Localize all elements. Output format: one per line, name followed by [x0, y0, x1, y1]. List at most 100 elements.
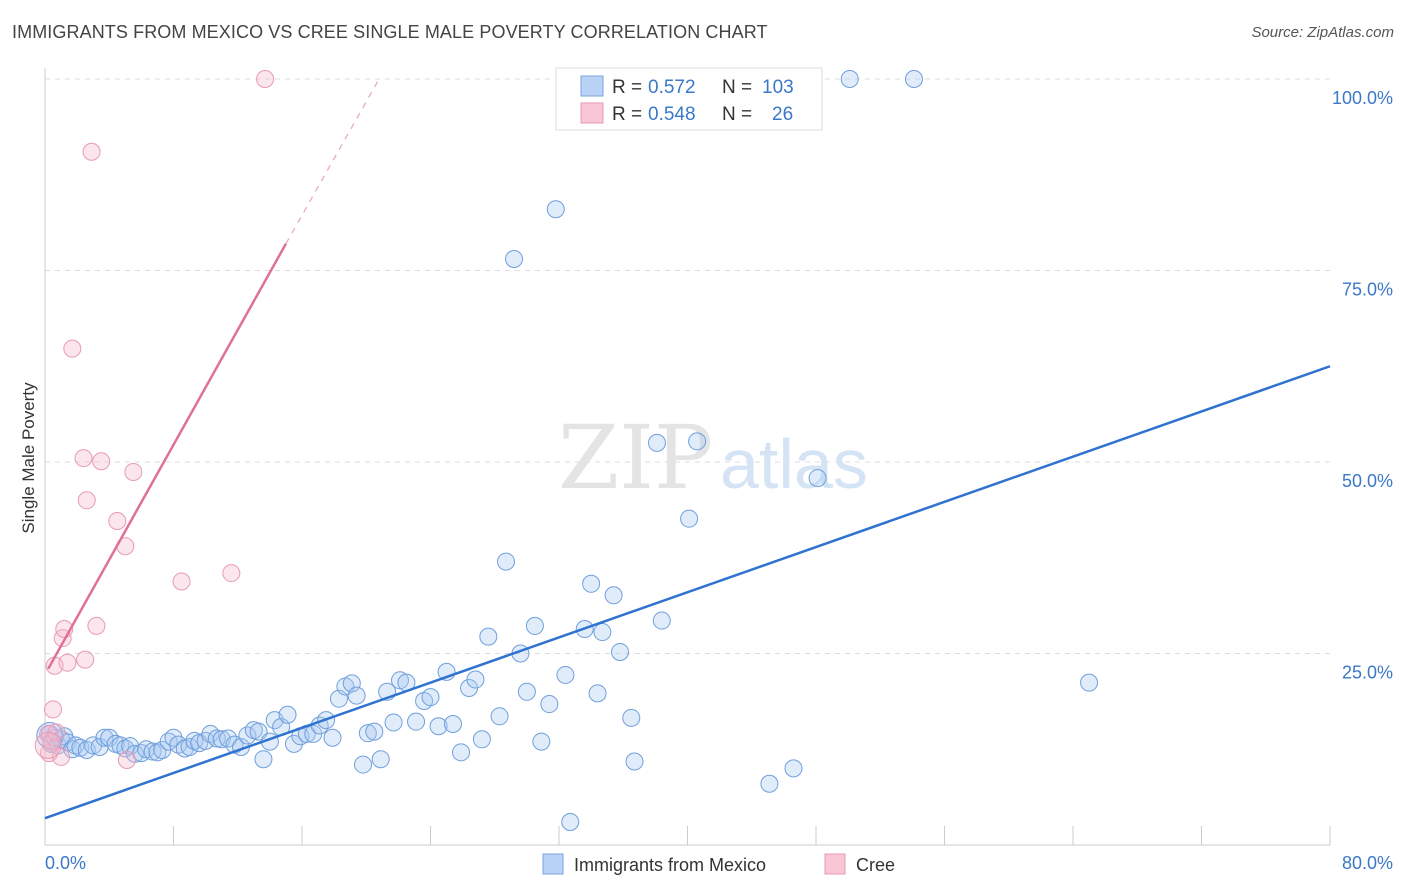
point-mexico — [354, 755, 373, 774]
point-mexico — [588, 684, 607, 703]
watermark-atlas: atlas — [720, 425, 868, 503]
point-cree — [44, 700, 63, 719]
point-mexico — [517, 682, 536, 701]
y-axis-label: Single Male Poverty — [19, 382, 38, 534]
bottom-legend-label-mexico: Immigrants from Mexico — [574, 855, 766, 875]
point-mexico — [323, 728, 342, 747]
point-mexico — [407, 712, 426, 731]
point-mexico — [904, 70, 923, 88]
point-mexico — [496, 552, 515, 571]
point-mexico — [429, 717, 448, 736]
point-mexico — [604, 586, 623, 605]
point-mexico — [384, 713, 403, 732]
chart-title: IMMIGRANTS FROM MEXICO VS CREE SINGLE MA… — [12, 22, 768, 42]
point-mexico — [556, 665, 575, 684]
point-mexico — [443, 714, 462, 733]
point-mexico — [625, 752, 644, 771]
point-mexico — [532, 732, 551, 751]
point-cree — [222, 564, 241, 583]
point-cree — [34, 731, 62, 759]
point-cree — [58, 653, 77, 672]
point-cree — [108, 511, 127, 530]
x-tick-label: 80.0% — [1342, 853, 1393, 873]
point-cree — [77, 491, 96, 510]
point-mexico — [840, 70, 859, 88]
point-mexico — [284, 734, 303, 753]
series-immigrants-from-mexico — [36, 70, 1099, 832]
watermark: ZIP atlas — [558, 406, 868, 509]
source-credit: Source: ZipAtlas.com — [1251, 24, 1394, 41]
point-mexico — [647, 433, 666, 452]
y-tick-label: 50.0% — [1342, 471, 1393, 491]
point-mexico — [505, 250, 524, 269]
point-cree — [74, 449, 93, 468]
legend-swatch-blue — [580, 75, 604, 97]
point-mexico — [249, 722, 268, 741]
watermark-zip: ZIP — [558, 406, 713, 509]
point-mexico — [472, 730, 491, 749]
point-mexico — [611, 642, 630, 661]
y-tick-label: 100.0% — [1332, 88, 1393, 108]
x-tick-label: 0.0% — [45, 853, 86, 873]
point-mexico — [546, 200, 565, 219]
point-mexico — [180, 737, 199, 756]
trend-line-mexico — [44, 365, 1331, 820]
trend-lines — [44, 78, 1331, 820]
point-mexico — [622, 708, 641, 727]
series-cree — [34, 70, 275, 769]
point-cree — [124, 462, 143, 481]
trend-line-cree — [47, 243, 288, 670]
point-mexico — [143, 742, 162, 761]
point-mexico — [365, 722, 384, 741]
bottom-legend: Immigrants from Mexico Cree — [542, 853, 895, 875]
point-mexico — [254, 750, 273, 769]
legend-n-value-2: 26 — [772, 104, 793, 125]
point-mexico — [540, 695, 559, 714]
point-mexico — [490, 707, 509, 726]
point-mexico — [652, 611, 671, 630]
point-cree — [92, 452, 111, 471]
axes — [44, 68, 1331, 846]
trend-line-cree-extension — [285, 78, 380, 244]
point-mexico — [525, 616, 544, 635]
point-mexico — [421, 688, 440, 707]
point-cree — [82, 142, 101, 161]
point-cree — [256, 70, 275, 88]
point-mexico — [347, 686, 366, 705]
point-mexico — [561, 813, 580, 832]
point-mexico — [148, 743, 167, 762]
legend-box: R = 0.572 N = 103 R = 0.548 N = 26 — [555, 67, 823, 131]
legend-n-label-1: N = — [722, 77, 752, 98]
point-mexico — [371, 750, 390, 769]
point-mexico — [201, 724, 220, 743]
point-mexico — [66, 736, 85, 755]
point-mexico — [479, 627, 498, 646]
gridlines — [45, 78, 1330, 654]
point-mexico — [1080, 673, 1099, 692]
bottom-legend-label-cree: Cree — [856, 855, 895, 875]
y-tick-label: 25.0% — [1342, 663, 1393, 683]
point-mexico — [358, 724, 377, 743]
point-cree — [87, 616, 106, 635]
point-mexico — [784, 759, 803, 778]
tick-labels: 25.0% 50.0% 75.0% 100.0% 0.0% 80.0% — [45, 88, 1393, 873]
point-mexico — [593, 623, 612, 642]
point-cree — [172, 572, 191, 591]
point-mexico — [808, 469, 827, 488]
point-mexico — [680, 509, 699, 528]
point-cree — [117, 750, 136, 769]
point-mexico — [688, 432, 707, 451]
legend-swatch-pink — [580, 102, 604, 124]
point-mexico — [452, 743, 471, 762]
legend-r-label-2: R = — [612, 104, 642, 125]
point-mexico — [95, 728, 114, 747]
legend-r-value-1: 0.572 — [648, 77, 696, 98]
point-mexico — [760, 774, 779, 793]
bottom-legend-swatch-blue — [542, 853, 564, 875]
point-mexico — [582, 574, 601, 593]
legend-r-value-2: 0.548 — [648, 104, 696, 125]
legend-n-value-1: 103 — [762, 77, 794, 98]
legend-n-label-2: N = — [722, 104, 752, 125]
point-mexico — [466, 670, 485, 689]
